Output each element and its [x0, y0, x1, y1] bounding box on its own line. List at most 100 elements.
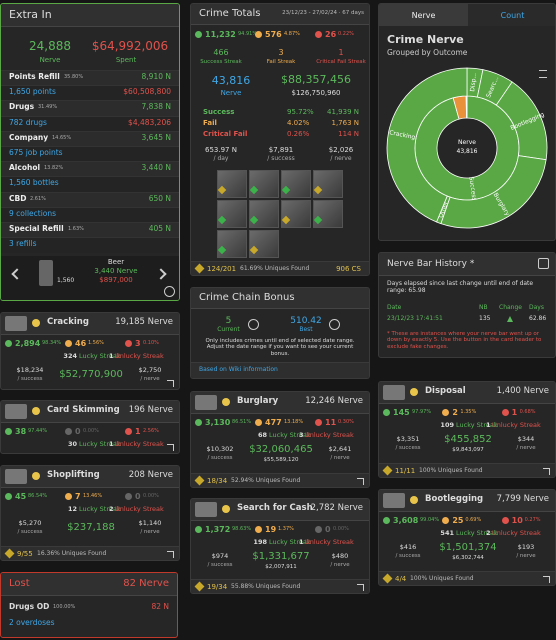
crime-nerve: 2,782 Nerve [310, 503, 363, 513]
per-success: $974 [211, 552, 229, 560]
row-value: $4,483,206 [128, 117, 171, 127]
stat-pct: 0.00% [83, 428, 99, 434]
crime-nerve: 1,400 Nerve [496, 386, 549, 396]
per-success: $10,302 [206, 445, 234, 453]
unlucky-count: 1 [486, 421, 491, 429]
outcome-label: Critical Fail [203, 130, 248, 138]
crime-name: Card Skimming [47, 405, 120, 415]
open-button[interactable] [357, 584, 364, 591]
title: Extra In [9, 8, 52, 21]
open-button[interactable] [357, 478, 364, 485]
unlucky-label: Unlucky Streak [305, 538, 354, 546]
tab[interactable] [379, 4, 468, 26]
eye-button[interactable] [164, 286, 175, 297]
crime-card: Bootlegging 7,799 Nerve 3,608 99.04% 25 0.69%… [378, 489, 556, 586]
crime-icon [383, 385, 405, 400]
stat-fail: 0 [75, 427, 81, 436]
rate-label: / day [213, 155, 229, 162]
crime-nerve: 12,246 Nerve [305, 396, 363, 406]
stat-success: 145 [393, 408, 410, 417]
uniques-pct: 61.69% Uniques Found [240, 265, 310, 272]
crime-tile[interactable] [249, 170, 279, 198]
stat-pct: 98.34% [42, 340, 62, 346]
uniques-pct: 100% Uniques Found [410, 575, 474, 582]
crime-badge [32, 407, 40, 415]
crime-nerve: 19,185 Nerve [115, 317, 173, 327]
menu-button[interactable] [539, 70, 547, 78]
item-cost: $897,000 [99, 276, 133, 284]
per-success-label: / success [395, 553, 421, 559]
note: * These are instances where your nerve b… [387, 331, 542, 350]
eye-button[interactable] [329, 319, 340, 330]
wiki-link[interactable]: Based on Wiki information [199, 366, 278, 373]
unlucky-label: Unlucky Streak [305, 431, 354, 439]
status-dot [125, 340, 132, 347]
change-arrow [507, 316, 513, 322]
per-success-label: / success [207, 455, 233, 461]
table-header: Days [529, 304, 544, 311]
crime-tile[interactable] [217, 170, 247, 198]
uniques-found: 9/55 [17, 550, 33, 558]
open-button[interactable] [543, 468, 550, 475]
edit-button[interactable] [538, 258, 549, 269]
outcome-value: 41,939 N [327, 108, 359, 116]
center-value: 43,816 [457, 148, 478, 155]
stat-pct: 13.18% [284, 419, 304, 425]
stat-pct: 1.35% [460, 409, 477, 415]
open-button[interactable] [543, 576, 550, 583]
crime-icon [195, 395, 217, 410]
status-dot [5, 340, 12, 347]
card-header [191, 499, 369, 521]
lucky-count: 12 [67, 505, 77, 513]
status-dot [501, 409, 509, 416]
stat-pct: 4.87% [284, 31, 300, 37]
row-nb: 135 [479, 315, 491, 322]
per-nerve-label: / nerve [516, 445, 536, 451]
open-button[interactable] [167, 444, 174, 451]
stat-fail: 2 [452, 408, 458, 417]
stat-fail: 25 [452, 516, 464, 525]
crime-card: Search for Cash 2,782 Nerve 1,372 98.63% 19 1… [190, 498, 370, 594]
open-button[interactable] [167, 380, 174, 387]
item-count: 1,560 [57, 277, 75, 284]
row-sub: 1,650 points [9, 87, 56, 97]
per-nerve-label: / nerve [140, 529, 160, 535]
row-bg [1, 85, 179, 102]
unlucky-count: 3 [299, 431, 304, 439]
subtitle: Grouped by Outcome [387, 48, 468, 57]
streak-label: Critical Fail Streak [316, 59, 366, 65]
eye-button[interactable] [248, 319, 259, 330]
status-dot [442, 409, 450, 416]
outcome-pct: 0.26% [287, 130, 310, 138]
lucky-label: Lucky Streak [456, 421, 498, 429]
title: Nerve Bar History * [387, 259, 475, 269]
lucky-count: 324 [63, 352, 77, 360]
crime-card: Burglary 12,246 Nerve 3,130 86.51% 477 13.18%… [190, 391, 370, 488]
crime-card: Card Skimming 196 Nerve 38 97.44% 0 0.00% 1 2.5… [0, 400, 180, 454]
row-sub: 2 overdoses [9, 618, 55, 627]
nerve: 82 Nerve [123, 578, 169, 589]
tab[interactable] [468, 4, 555, 26]
uniques-pct: 16.36% Uniques Found [37, 550, 107, 557]
crime-icon [5, 316, 27, 331]
stat-crit: 10 [511, 516, 523, 525]
card-header [379, 253, 555, 276]
crime-name: Bootlegging [425, 494, 484, 504]
rate-value: $7,891 [268, 146, 294, 154]
row-bg [1, 206, 179, 223]
rate-value: $2,026 [328, 146, 354, 154]
status-dot [501, 517, 509, 524]
title: Lost [9, 578, 30, 589]
stat-success: 3,130 [205, 418, 231, 427]
unlucky-count: 1 [109, 352, 114, 360]
title: Crime Totals [199, 8, 261, 19]
crime-tile[interactable] [249, 200, 279, 228]
row-label: Drugs [9, 102, 35, 112]
card-header [1, 401, 179, 423]
uniques-found: 18/34 [207, 477, 228, 485]
row-bg [1, 176, 179, 193]
status-dot [195, 419, 202, 426]
open-button[interactable] [167, 551, 174, 558]
stat-success: 38 [15, 427, 27, 436]
